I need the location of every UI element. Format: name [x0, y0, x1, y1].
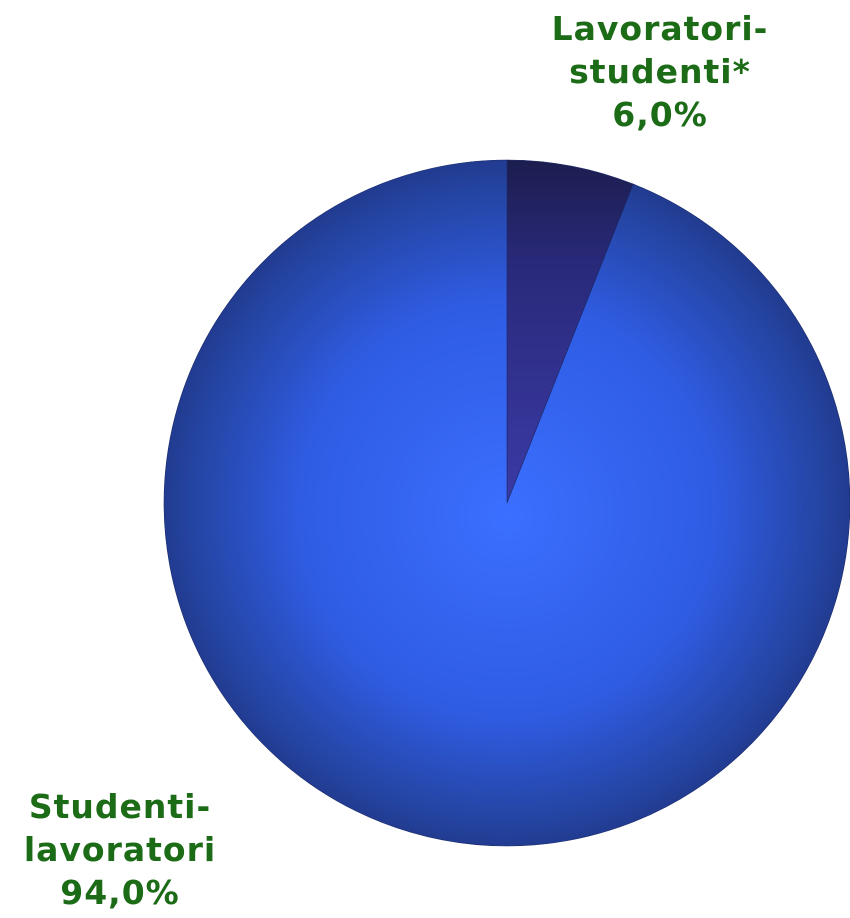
- slice-label-line: Lavoratori-: [551, 9, 769, 48]
- slice-label-lavoratori-studenti: Lavoratori- studenti* 6,0%: [510, 7, 810, 136]
- slice-value-label: 6,0%: [612, 95, 708, 134]
- slice-label-line: lavoratori: [23, 830, 217, 869]
- slice-label-line: studenti*: [569, 52, 751, 91]
- pie-slices: [163, 159, 850, 847]
- slice-label-line: Studenti-: [28, 787, 212, 826]
- pie-slice-lavoratori-studenti: [506, 159, 634, 504]
- pie-slice-studenti-lavoratori: [163, 159, 850, 847]
- slice-label-studenti-lavoratori: Studenti- lavoratori 94,0%: [0, 785, 240, 914]
- slice-value-label: 94,0%: [60, 873, 180, 912]
